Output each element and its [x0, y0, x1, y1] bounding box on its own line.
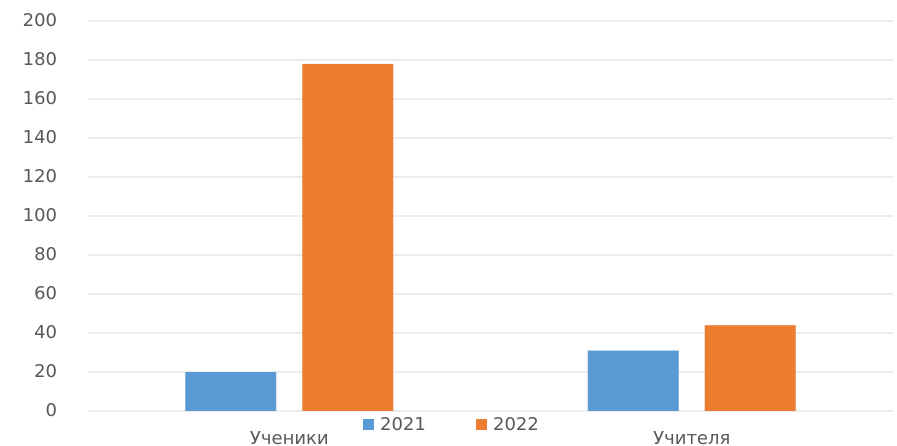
y-tick-label: 160 [23, 88, 57, 109]
y-tick-label: 0 [46, 400, 57, 421]
y-tick-label: 120 [23, 166, 57, 187]
y-tick-label: 60 [34, 283, 57, 304]
legend-label: 2022 [493, 414, 539, 435]
x-tick-label: Ученики [250, 428, 329, 446]
y-tick-label: 180 [23, 49, 57, 70]
y-tick-label: 80 [34, 244, 57, 265]
y-tick-label: 200 [23, 10, 57, 31]
x-tick-label: Учителя [653, 428, 730, 446]
legend-label: 2021 [380, 414, 426, 435]
bar [704, 325, 796, 411]
legend-swatch [363, 419, 374, 430]
y-tick-label: 20 [34, 361, 57, 382]
y-tick-label: 140 [23, 127, 57, 148]
bar [185, 372, 277, 411]
y-tick-label: 100 [23, 205, 57, 226]
legend-swatch [476, 419, 487, 430]
y-tick-label: 40 [34, 322, 57, 343]
bar [302, 63, 394, 412]
bar [587, 350, 679, 411]
